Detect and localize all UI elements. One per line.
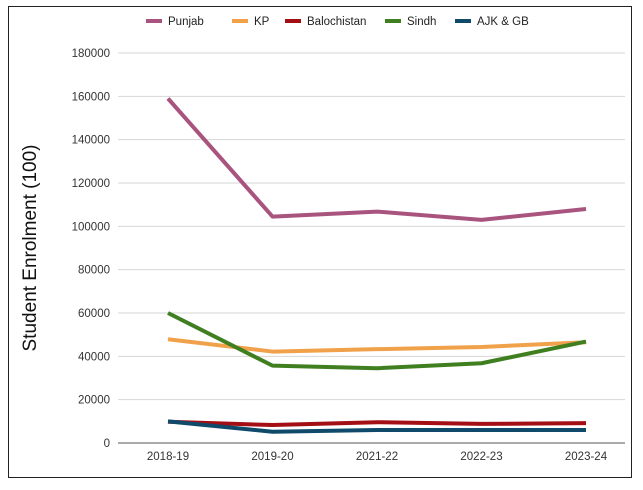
series-line-sindh — [167, 311, 587, 371]
y-tick-label: 40000 — [78, 351, 110, 363]
legend-label: KP — [254, 16, 270, 28]
x-tick-label: 2019-20 — [251, 451, 293, 463]
y-tick-label: 180000 — [72, 48, 110, 60]
legend-label: Punjab — [168, 16, 204, 28]
y-tick-label: 140000 — [72, 135, 110, 147]
y-tick-label: 0 — [104, 438, 110, 450]
x-tick-label: 2023-24 — [565, 451, 608, 463]
x-tick-label: 2022-23 — [460, 451, 502, 463]
y-tick-label: 160000 — [72, 91, 110, 103]
x-tick-label: 2021-22 — [356, 451, 398, 463]
y-tick-label: 100000 — [72, 221, 110, 233]
y-tick-label: 80000 — [78, 265, 110, 277]
legend-label: AJK & GB — [477, 16, 529, 28]
legend-label: Sindh — [407, 16, 436, 28]
legend-label: Balochistan — [307, 16, 366, 28]
y-tick-label: 20000 — [78, 395, 110, 407]
y-tick-label: 60000 — [78, 308, 110, 320]
y-tick-label: 120000 — [72, 178, 110, 190]
x-tick-label: 2018-19 — [147, 451, 189, 463]
y-axis-label: Student Enrolment (100) — [20, 144, 41, 351]
series-line-punjab — [166, 97, 587, 222]
chart-frame — [8, 6, 632, 478]
